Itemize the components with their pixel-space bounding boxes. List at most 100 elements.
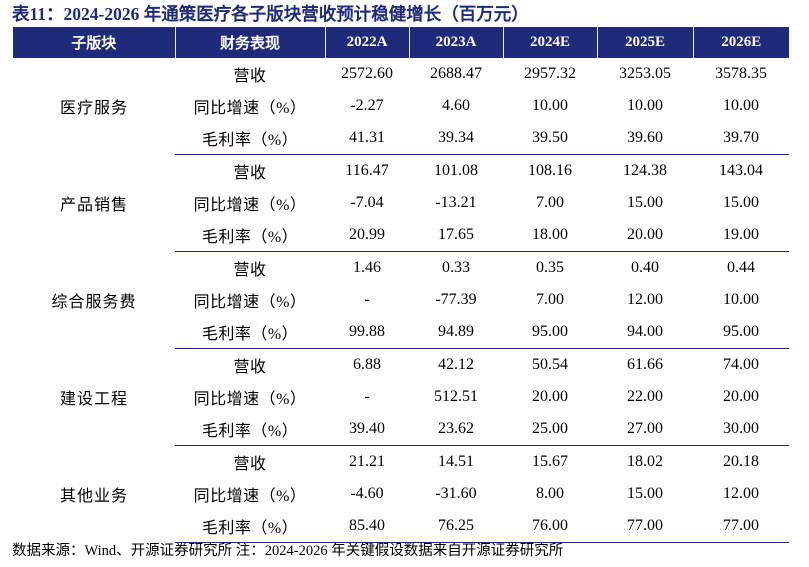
metric-label: 营收	[233, 262, 267, 279]
metric-label: 毛利率（%）	[175, 122, 325, 155]
table-row: 毛利率（%） 41.31 39.34 39.50 39.60 39.70	[13, 122, 789, 155]
metric-label: 同比增速（%）	[193, 197, 307, 214]
value-cell: 6.88	[353, 356, 381, 373]
value-cell: 39.60	[597, 122, 693, 155]
value-cell: 99.88	[325, 316, 409, 349]
value-cell: -77.39	[435, 291, 477, 308]
forecast-table: 子版块 财务表现 2022A 2023A 2024E 2025E 2026E 医…	[13, 27, 789, 543]
value-cell: 15.00	[627, 194, 663, 211]
header-year-2024e: 2024E	[502, 27, 597, 58]
value-cell: 15.00	[627, 485, 663, 502]
value-cell: 21.21	[349, 453, 385, 470]
table-row: 毛利率（%） 99.88 94.89 95.00 94.00 95.00	[13, 316, 789, 349]
value-cell: 30.00	[693, 413, 789, 446]
value-cell: 108.16	[528, 162, 572, 179]
value-cell: 41.31	[325, 122, 409, 155]
value-cell: -13.21	[435, 194, 477, 211]
segment-name: 产品销售	[59, 197, 128, 214]
header-year-2025e: 2025E	[596, 27, 693, 58]
table-row: 毛利率（%） 39.40 23.62 25.00 27.00 30.00	[13, 413, 789, 446]
value-cell: 77.00	[693, 510, 789, 543]
table-row: 医疗服务 营收 2572.60 2688.47 2957.32 3253.05 3578.3…	[13, 58, 789, 117]
table-row: 其他业务 营收 21.21 14.51 15.67 18.02 20.18	[13, 446, 789, 505]
table-row: 建设工程 营收 6.88 42.12 50.54 61.66 74.00	[13, 349, 789, 408]
segment-name: 建设工程	[59, 391, 128, 408]
value-cell: 7.00	[536, 194, 564, 211]
table-row: 同比增速（%） -4.60 -31.60 8.00 15.00 12.00	[13, 478, 789, 510]
value-cell: 76.25	[409, 510, 503, 543]
value-cell: 50.54	[532, 356, 568, 373]
value-cell: 15.00	[723, 194, 759, 211]
metric-label: 营收	[233, 359, 267, 376]
value-cell: 95.00	[503, 316, 597, 349]
value-cell: 20.00	[723, 388, 759, 405]
value-cell: 74.00	[723, 356, 759, 373]
segment-name: 其他业务	[59, 488, 128, 505]
value-cell: 94.00	[597, 316, 693, 349]
value-cell: 4.60	[442, 97, 470, 114]
value-cell: 0.35	[536, 259, 564, 276]
value-cell: 8.00	[536, 485, 564, 502]
value-cell: 19.00	[693, 219, 789, 252]
table-row: 同比增速（%） -2.27 4.60 10.00 10.00 10.00	[13, 90, 789, 122]
metric-label: 毛利率（%）	[175, 316, 325, 349]
value-cell: 7.00	[536, 291, 564, 308]
value-cell: 2688.47	[430, 65, 482, 82]
value-cell: 101.08	[434, 162, 478, 179]
table-title: 表11：2024-2026 年通策医疗各子版块营收预计稳健增长（百万元）	[12, 4, 529, 24]
metric-label: 毛利率（%）	[175, 413, 325, 446]
value-cell: 39.70	[693, 122, 789, 155]
table-row: 产品销售 营收 116.47 101.08 108.16 124.38 143.04	[13, 155, 789, 214]
value-cell: 3578.35	[715, 65, 767, 82]
value-cell: 10.00	[723, 97, 759, 114]
value-cell: 15.67	[532, 453, 568, 470]
value-cell: -2.27	[350, 97, 384, 114]
metric-label: 同比增速（%）	[193, 294, 307, 311]
metric-label: 毛利率（%）	[175, 219, 325, 252]
value-cell: 76.00	[503, 510, 597, 543]
metric-label: 营收	[233, 456, 267, 473]
value-cell: 22.00	[627, 388, 663, 405]
header-year-2022a: 2022A	[324, 27, 409, 58]
value-cell: 17.65	[409, 219, 503, 252]
value-cell: 2572.60	[341, 65, 393, 82]
metric-label: 同比增速（%）	[193, 100, 307, 117]
value-cell: 12.00	[723, 485, 759, 502]
value-cell: 94.89	[409, 316, 503, 349]
value-cell: 27.00	[597, 413, 693, 446]
source-note: 数据来源：Wind、开源证券研究所 注：2024-2026 年关键假设数据来自开…	[12, 543, 564, 559]
header-year-2026e: 2026E	[692, 27, 789, 58]
table-row: 综合服务费 营收 1.46 0.33 0.35 0.40 0.44	[13, 252, 789, 311]
value-cell: 124.38	[623, 162, 667, 179]
value-cell: 0.44	[727, 259, 755, 276]
value-cell: 1.46	[353, 259, 381, 276]
segment-name: 医疗服务	[59, 100, 128, 118]
header-year-2023a: 2023A	[408, 27, 503, 58]
value-cell: 77.00	[597, 510, 693, 543]
value-cell: 143.04	[719, 162, 763, 179]
table-row: 同比增速（%） -7.04 -13.21 7.00 15.00 15.00	[13, 187, 789, 219]
metric-label: 营收	[233, 165, 267, 182]
value-cell: 512.51	[434, 388, 478, 405]
value-cell: -	[364, 388, 370, 405]
value-cell: 39.40	[325, 413, 409, 446]
value-cell: 3253.05	[619, 65, 671, 82]
value-cell: 116.47	[345, 162, 389, 179]
value-cell: 61.66	[627, 356, 663, 373]
value-cell: 20.00	[532, 388, 568, 405]
table-row: 同比增速（%） - -77.39 7.00 12.00 10.00	[13, 284, 789, 316]
metric-label: 同比增速（%）	[193, 391, 307, 408]
value-cell: 85.40	[325, 510, 409, 543]
value-cell: 0.33	[442, 259, 470, 276]
value-cell: 42.12	[438, 356, 474, 373]
value-cell: 0.40	[631, 259, 659, 276]
value-cell: 10.00	[627, 97, 663, 114]
value-cell: 39.50	[503, 122, 597, 155]
header-metric: 财务表现	[174, 27, 325, 58]
table-row: 毛利率（%） 20.99 17.65 18.00 20.00 19.00	[13, 219, 789, 252]
value-cell: 14.51	[438, 453, 474, 470]
header-segment: 子版块	[13, 27, 175, 58]
value-cell: -	[364, 291, 370, 308]
value-cell: 95.00	[693, 316, 789, 349]
value-cell: 10.00	[532, 97, 568, 114]
